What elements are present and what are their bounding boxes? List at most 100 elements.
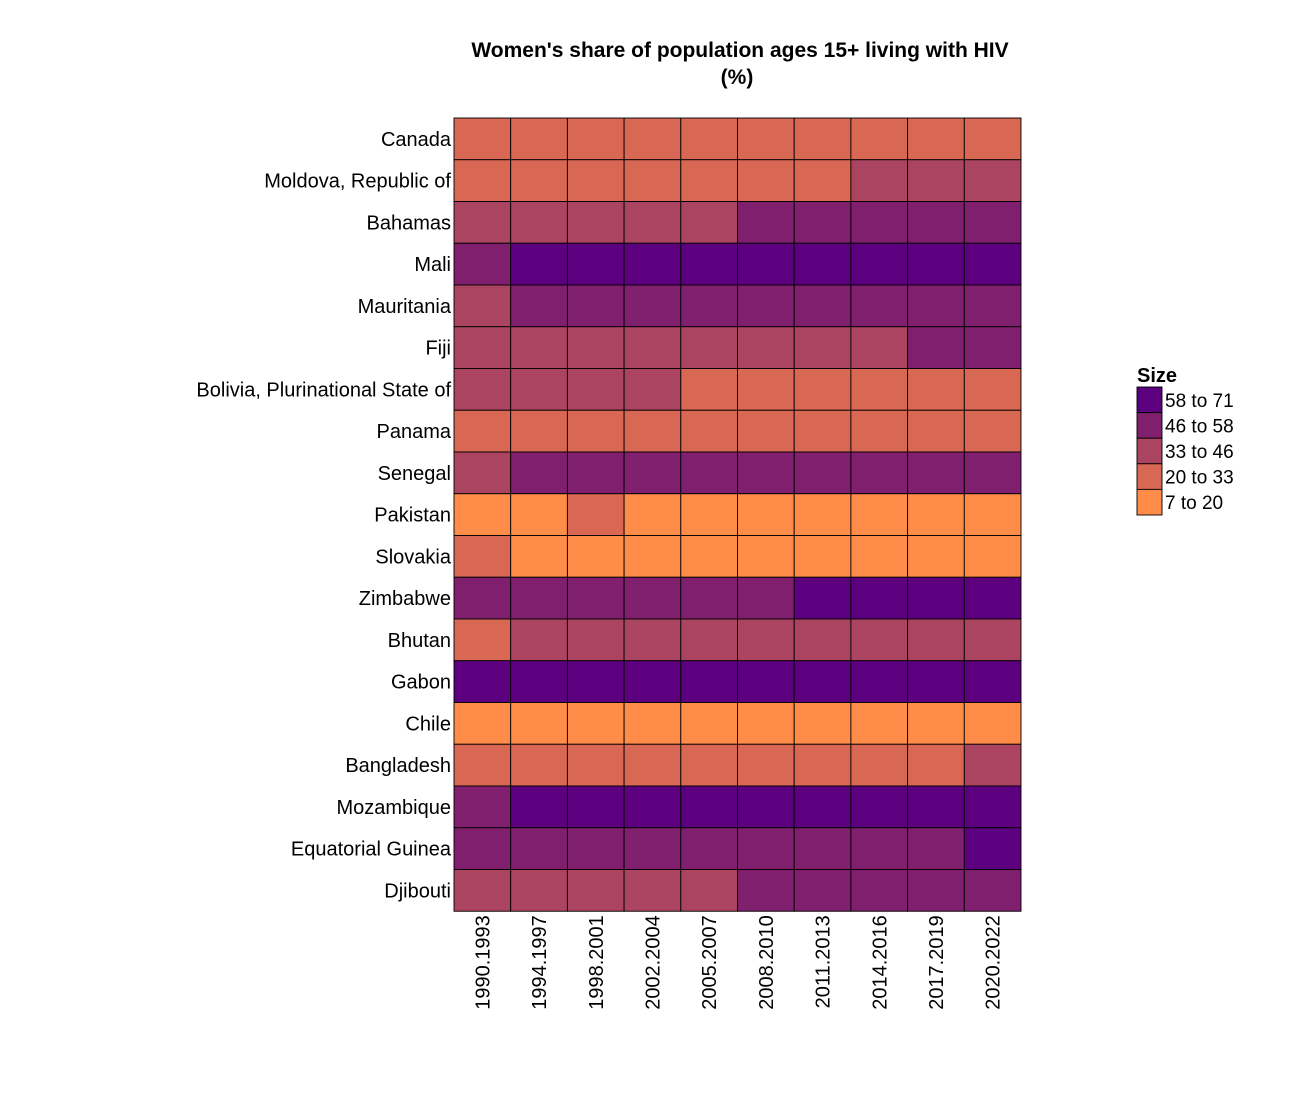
legend-label: 33 to 46 — [1165, 442, 1234, 463]
x-tick-label: 2017.2019 — [926, 915, 948, 1010]
heatmap-cell — [680, 785, 738, 829]
legend: Size 58 to 71 46 to 58 33 to 46 20 to 33 7 t… — [1136, 365, 1234, 516]
heatmap-cell — [453, 242, 512, 286]
heatmap-cell — [623, 869, 682, 912]
heatmap-cell — [907, 743, 965, 787]
heatmap-cell — [510, 493, 568, 536]
chart-title-line2: (%) — [721, 66, 754, 89]
heatmap-cell — [963, 618, 1022, 662]
heatmap-cell — [510, 743, 568, 787]
heatmap-cell — [680, 242, 738, 286]
heatmap-cell — [907, 493, 965, 536]
heatmap-cell — [623, 409, 682, 453]
heatmap-cell — [453, 117, 512, 161]
heatmap-cell — [510, 368, 568, 411]
heatmap-cell — [510, 827, 568, 870]
heatmap-cell — [793, 242, 852, 286]
legend-label: 7 to 20 — [1165, 493, 1223, 514]
heatmap-cell — [623, 451, 682, 495]
heatmap-cell — [907, 409, 965, 453]
heatmap-cell — [680, 535, 738, 578]
heatmap-cell — [737, 242, 795, 286]
heatmap-cell — [453, 785, 512, 829]
heatmap-cell — [510, 242, 568, 286]
heatmap-cell — [510, 326, 568, 369]
heatmap-cell — [566, 743, 625, 787]
heatmap-cell — [737, 409, 795, 453]
heatmap-cell — [453, 368, 512, 411]
heatmap-cell — [850, 201, 909, 244]
heatmap-cell — [907, 201, 965, 244]
heatmap-cell — [680, 743, 738, 787]
heatmap-cell — [737, 576, 795, 620]
heatmap-cell — [793, 785, 852, 829]
heatmap-cell — [963, 117, 1022, 161]
heatmap-cell — [850, 785, 909, 829]
heatmap-cell — [963, 368, 1022, 411]
heatmap-cell — [963, 660, 1022, 703]
heatmap-cell — [680, 409, 738, 453]
heatmap-cell — [510, 660, 568, 703]
heatmap-cell — [793, 201, 852, 244]
heatmap-cell — [510, 618, 568, 662]
heatmap-cells — [453, 117, 1022, 912]
heatmap-cell — [793, 493, 852, 536]
heatmap-cell — [680, 869, 738, 912]
heatmap-cell — [850, 326, 909, 369]
heatmap-cell — [793, 409, 852, 453]
heatmap-cell — [737, 368, 795, 411]
heatmap-cell — [510, 451, 568, 495]
heatmap-cell — [680, 702, 738, 745]
heatmap-cell — [793, 284, 852, 328]
heatmap-cell — [623, 368, 682, 411]
heatmap-cell — [850, 451, 909, 495]
heatmap-cell — [566, 368, 625, 411]
heatmap-cell — [510, 869, 568, 912]
heatmap-cell — [566, 535, 625, 578]
heatmap-cell — [793, 702, 852, 745]
heatmap-cell — [963, 326, 1022, 369]
heatmap-cell — [850, 702, 909, 745]
heatmap-cell — [963, 493, 1022, 536]
heatmap-cell — [907, 117, 965, 161]
y-tick-label: Canada — [381, 129, 452, 151]
heatmap-cell — [510, 576, 568, 620]
heatmap-cell — [510, 117, 568, 161]
y-tick-label: Senegal — [378, 463, 451, 485]
x-tick-label: 2020.2022 — [983, 915, 1005, 1010]
heatmap-cell — [737, 702, 795, 745]
heatmap-cell — [566, 409, 625, 453]
heatmap-cell — [737, 284, 795, 328]
heatmap-cell — [623, 743, 682, 787]
heatmap-cell — [623, 660, 682, 703]
y-tick-label: Mali — [414, 254, 451, 276]
y-tick-label: Bangladesh — [345, 755, 451, 777]
heatmap-cell — [566, 493, 625, 536]
heatmap-cell — [510, 284, 568, 328]
heatmap-cell — [680, 827, 738, 870]
x-tick-label: 2014.2016 — [869, 915, 891, 1010]
heatmap-cell — [850, 576, 909, 620]
heatmap-cell — [963, 785, 1022, 829]
heatmap-cell — [793, 368, 852, 411]
x-axis-labels: 1990.1993 1994.1997 1998.2001 2002.2004 2005… — [472, 915, 1004, 1010]
heatmap-cell — [680, 451, 738, 495]
heatmap-cell — [510, 159, 568, 202]
y-tick-label: Djibouti — [384, 880, 451, 902]
legend-swatch — [1136, 412, 1163, 439]
heatmap-cell — [623, 785, 682, 829]
heatmap-cell — [623, 242, 682, 286]
heatmap-cell — [680, 660, 738, 703]
heatmap-cell — [566, 159, 625, 202]
heatmap-cell — [907, 368, 965, 411]
heatmap-cell — [453, 326, 512, 369]
heatmap-cell — [453, 409, 512, 453]
y-tick-label: Gabon — [391, 672, 451, 694]
heatmap-cell — [850, 409, 909, 453]
heatmap-cell — [623, 117, 682, 161]
x-tick-label: 2002.2004 — [642, 915, 664, 1010]
legend-label: 58 to 71 — [1165, 391, 1234, 412]
y-tick-label: Zimbabwe — [359, 588, 451, 610]
x-tick-label: 2011.2013 — [813, 915, 835, 1008]
